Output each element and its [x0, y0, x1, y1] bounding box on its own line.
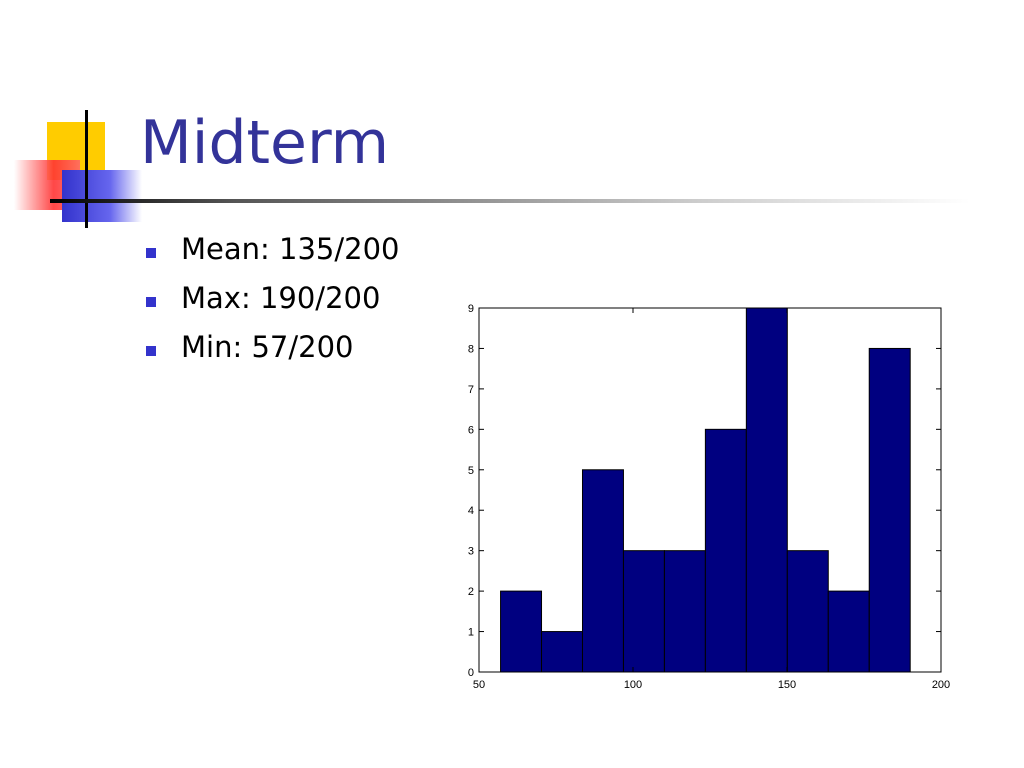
bar — [827, 590, 870, 673]
y-tick-label: 4 — [468, 505, 474, 517]
bar — [704, 428, 747, 673]
bar — [581, 469, 624, 673]
bullet-list: Mean: 135/200 Max: 190/200 Min: 57/200 — [140, 232, 399, 379]
bar — [745, 307, 788, 673]
y-tick-label: 7 — [468, 384, 474, 396]
bar — [663, 550, 706, 673]
x-tick-label: 150 — [778, 679, 796, 691]
y-tick-label: 3 — [468, 546, 474, 558]
x-tick-label: 200 — [932, 679, 950, 691]
y-tick-label: 6 — [468, 424, 474, 436]
slide-title: Midterm — [140, 108, 390, 178]
bar — [786, 550, 829, 673]
y-tick-label: 1 — [468, 627, 474, 639]
x-tick-label: 50 — [473, 679, 485, 691]
title-rule — [50, 199, 970, 203]
bar — [868, 347, 911, 673]
bar — [500, 590, 543, 673]
y-tick-label: 0 — [468, 667, 474, 679]
bar — [541, 631, 583, 673]
x-tick-label: 100 — [624, 679, 642, 691]
y-tick-label: 5 — [468, 465, 474, 477]
decoration — [0, 0, 180, 240]
y-tick-label: 2 — [468, 586, 474, 598]
bar — [622, 550, 665, 673]
y-tick-label: 8 — [468, 343, 474, 355]
bullet: Max: 190/200 — [140, 281, 399, 330]
bullet: Mean: 135/200 — [140, 232, 399, 281]
bullet: Min: 57/200 — [140, 330, 399, 379]
y-tick-label: 9 — [468, 303, 474, 315]
